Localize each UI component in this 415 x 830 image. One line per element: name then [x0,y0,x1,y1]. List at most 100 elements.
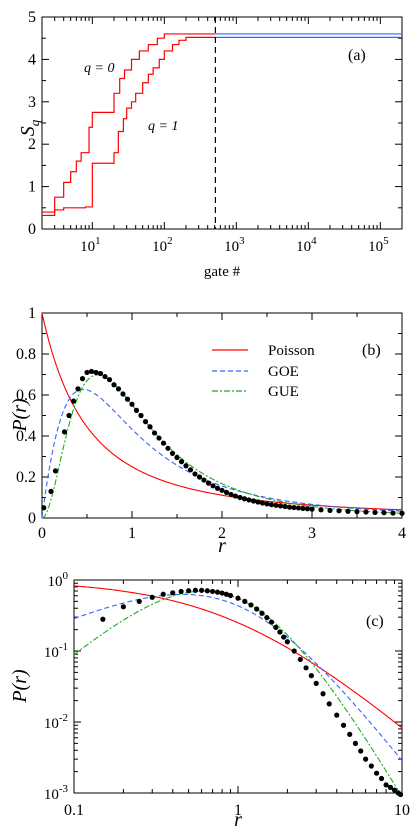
panel-c-data-point [387,784,394,790]
panel-b-x-tick-label: 0 [38,525,46,542]
panel-c-label: (c) [366,613,384,630]
panel-b-data-point [282,503,288,510]
annotation-q1: q = 1 [148,119,178,134]
panel-a-y-tick-label: 5 [28,9,36,26]
panel-b-data-point [201,477,207,483]
panel-c-y-tick-label: 100 [48,570,69,590]
panel-b-y-tick-label: 0.6 [16,387,36,404]
panel-b-data-point [75,386,81,392]
panel-c-data-point [160,591,166,597]
panel-b-data-point [169,450,176,457]
panel-b-data-point [115,386,122,392]
panel-c-data-point [320,691,326,697]
panel-c-data-point [368,763,374,769]
panel-c-ticks [73,579,403,794]
panel-b-data-point [93,369,99,376]
gue-curve [41,374,403,519]
panel-b-data-point [205,480,212,486]
panel-c-data-point [170,590,176,596]
panel-b-data-point [363,509,369,515]
panel-c-data-point [326,701,332,707]
panel-b-data-point [309,506,315,512]
panel-b-y-tick-label: 0.4 [16,428,36,445]
panel-a-x-tick-label: 101 [80,235,101,255]
panel-c-data-point [120,604,126,610]
panel-b-data-point [183,463,189,469]
panel-b-data-point [142,419,149,425]
panel-b-data-point [84,369,90,376]
panel-b: 0 1 2 3 4 0 0.2 0.4 0.6 0.8 1 r P(r) (b) Poisson … [9,305,406,557]
panel-b-data-point [399,510,405,516]
panel-b-data-point [66,412,72,419]
panel-b-data-point [48,488,54,494]
panel-b-data-point [336,508,342,514]
panel-c-data-point [352,740,359,746]
panel-c-data-point [254,606,260,612]
panel-b-data-point [232,493,239,499]
annotation-q0: q = 0 [84,61,114,76]
panel-b-data-point [52,468,59,474]
panel-b-data-point [327,507,333,514]
panel-c-data-point [227,592,234,599]
panel-b-data-point [381,510,387,516]
panel-c-data-point [363,756,369,762]
panel-a-x-tick-label: 103 [224,235,245,255]
panel-c-data-point [308,673,314,679]
panel-c-data-point [303,665,309,671]
panel-c-data-point [235,595,241,601]
panel-a-y-tick-label: 1 [28,179,36,196]
panel-b-data-point [111,382,117,388]
panel-c-data-point [178,588,184,595]
panel-c-poisson-curve [73,585,403,729]
panel-b-data-point [214,485,221,491]
poisson-curve [41,312,403,511]
panel-b-x-tick-label: 1 [128,525,136,542]
legend-goe-label: GOE [268,364,299,380]
panel-c-data-point [297,656,303,663]
panel-c-data-point [268,619,275,625]
panel-b-data-point [241,496,248,502]
panel-c-frame [73,579,403,794]
panel-b-x-axis-label: r [218,535,226,557]
panel-b-data-point [390,510,396,516]
panel-b-data-point [318,507,324,513]
panel-c-data-point [347,731,353,737]
panel-c-data-point [313,680,319,686]
panel-c-data-point [209,588,216,595]
panel-b-data-point [372,509,378,516]
panel-c-data-point [334,712,340,718]
panel-b-y-tick-label: 1 [28,305,36,322]
panel-b-y-tick-label: 0 [28,510,36,527]
panel-c-data-point [397,791,404,798]
panel-b-data-point [300,505,306,511]
panel-b-data-point [273,502,279,508]
panel-c-x-tick-label: 0.1 [64,802,84,819]
panel-b-data-point [88,368,95,375]
panel-c-gue-curve [73,590,402,794]
panel-b-data-point [250,498,257,504]
panel-c-data-point [100,616,106,622]
panel-b-y-tick-label: 0.2 [16,469,36,486]
panel-c-data-point [358,748,364,754]
panel-c-data-point [378,775,385,782]
panel-c-y-tick-label: 10-2 [44,712,68,732]
panel-b-ticks [41,312,403,519]
panel-b-legend: Poisson GOE GUE [212,343,315,400]
panel-b-data-point [223,489,230,495]
panel-b-data-point [268,502,275,508]
panel-b-data-point [255,499,261,505]
panel-c-x-axis-label: r [234,809,242,830]
legend-poisson-label: Poisson [268,343,315,359]
panel-b-data-point [133,407,140,413]
panel-a-x-tick-label: 104 [296,235,317,255]
panel-b-y-tick-label: 0.8 [16,346,36,363]
panel-b-data-point [219,487,225,493]
panel-a-y-axis-subscript: q [27,119,42,126]
panel-b-x-tick-labels: 0 1 2 3 4 [38,525,406,542]
panel-c-data-point [291,648,297,654]
panel-a-y-tick-label: 0 [28,221,36,238]
panel-b-data-point [178,459,185,465]
panel-b-data-point [97,370,104,377]
panel-b-y-tick-labels: 0 0.2 0.4 0.6 0.8 1 [16,305,36,527]
